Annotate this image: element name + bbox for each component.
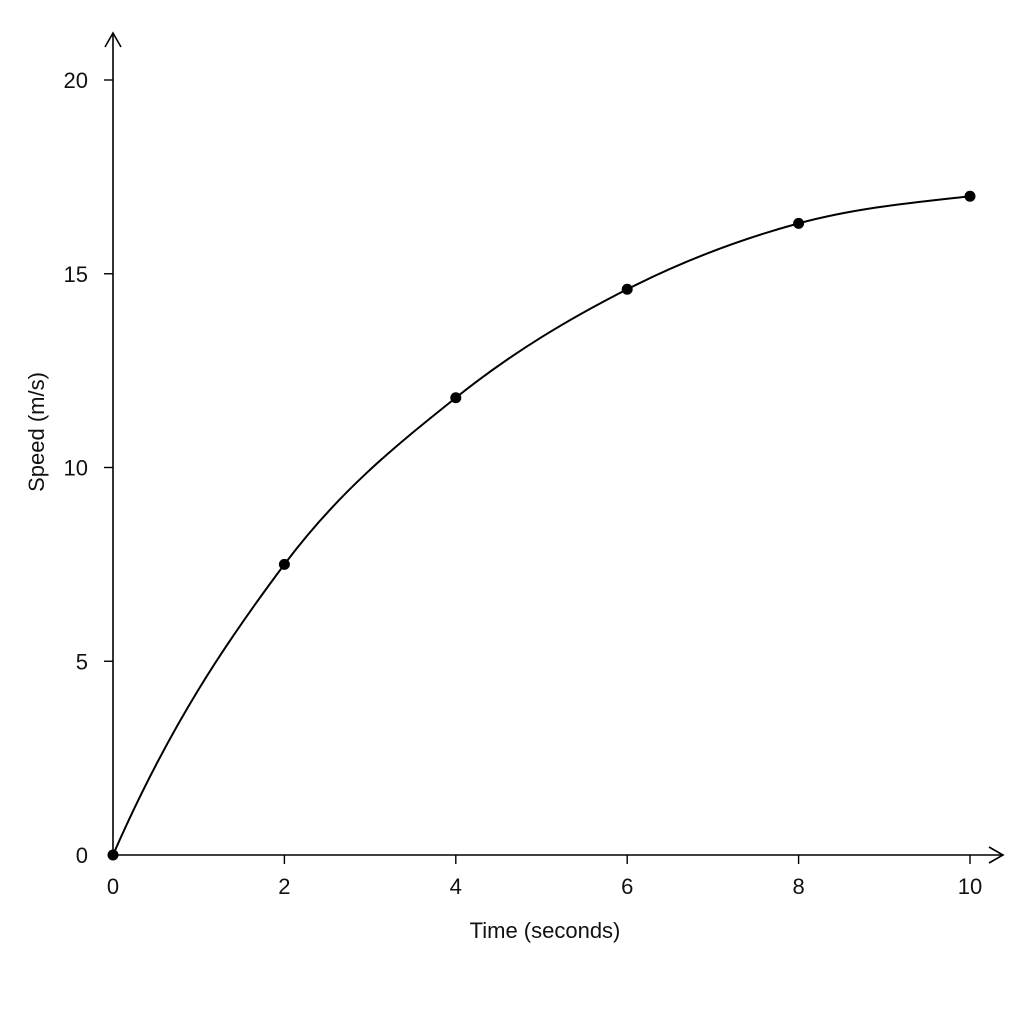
x-tick-label: 0 <box>107 874 119 899</box>
data-point <box>107 849 119 861</box>
x-tick-label: 2 <box>278 874 290 899</box>
y-tick-label: 10 <box>64 456 88 481</box>
x-axis-arrow <box>988 846 1005 864</box>
x-tick-label: 4 <box>450 874 462 899</box>
y-tick-label: 0 <box>76 843 88 868</box>
ticks: 0 2 4 6 8 10 0 5 10 15 20 <box>64 68 983 899</box>
x-tick-label: 6 <box>621 874 633 899</box>
data-point <box>278 558 290 570</box>
y-tick-label: 15 <box>64 262 88 287</box>
y-axis-title: Speed (m/s) <box>24 372 49 492</box>
data-point <box>621 283 633 295</box>
y-axis-arrow <box>104 31 122 48</box>
x-tick-label: 10 <box>958 874 982 899</box>
y-tick-label: 5 <box>76 649 88 674</box>
data-points <box>107 190 976 861</box>
data-point <box>964 190 976 202</box>
data-point <box>793 217 805 229</box>
series-curve <box>112 195 971 856</box>
y-tick-label: 20 <box>64 68 88 93</box>
x-axis-title: Time (seconds) <box>470 918 621 943</box>
series-line <box>112 195 971 856</box>
data-point <box>450 392 462 404</box>
axes <box>104 31 1005 864</box>
x-tick-label: 8 <box>792 874 804 899</box>
